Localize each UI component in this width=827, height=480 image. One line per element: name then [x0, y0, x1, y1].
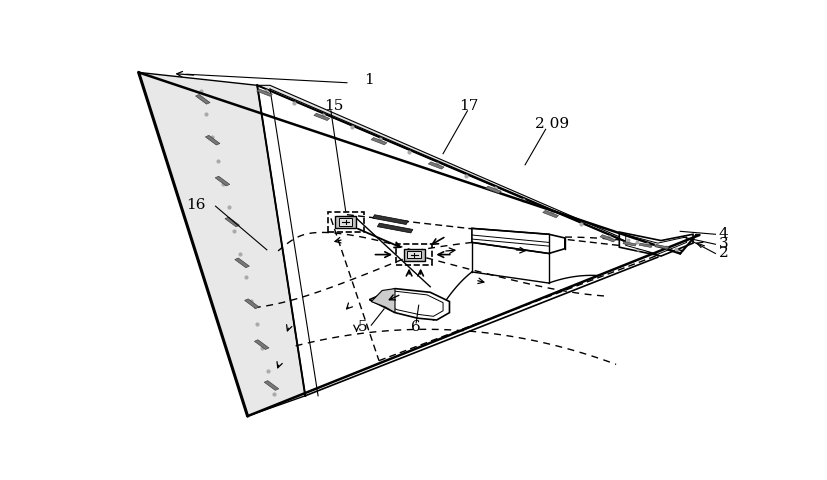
Polygon shape	[139, 72, 305, 416]
Polygon shape	[195, 95, 210, 104]
Polygon shape	[371, 288, 395, 312]
Polygon shape	[543, 210, 558, 218]
Polygon shape	[623, 241, 636, 246]
Polygon shape	[205, 135, 220, 145]
Polygon shape	[255, 340, 269, 349]
Polygon shape	[619, 232, 693, 256]
Polygon shape	[373, 215, 408, 225]
Text: 2: 2	[719, 247, 729, 261]
Polygon shape	[377, 223, 413, 233]
Polygon shape	[235, 258, 250, 268]
Polygon shape	[215, 176, 230, 186]
Polygon shape	[225, 217, 240, 227]
Text: 1: 1	[365, 73, 375, 87]
Polygon shape	[264, 381, 279, 390]
Polygon shape	[639, 243, 653, 248]
Text: 15: 15	[324, 99, 344, 113]
Polygon shape	[626, 235, 686, 254]
Polygon shape	[335, 216, 356, 228]
Polygon shape	[339, 218, 352, 226]
Polygon shape	[370, 288, 450, 320]
Polygon shape	[655, 245, 668, 249]
Text: 4: 4	[719, 227, 729, 240]
Polygon shape	[256, 89, 272, 96]
Text: 16: 16	[187, 198, 206, 213]
Text: 5: 5	[358, 321, 368, 335]
Polygon shape	[245, 299, 259, 309]
Polygon shape	[428, 162, 444, 169]
Polygon shape	[375, 291, 443, 316]
Polygon shape	[485, 186, 501, 193]
Polygon shape	[314, 113, 330, 120]
Text: 3: 3	[719, 237, 729, 251]
Text: 17: 17	[459, 99, 478, 113]
Polygon shape	[408, 251, 421, 259]
Polygon shape	[404, 249, 424, 261]
Polygon shape	[257, 85, 657, 255]
Polygon shape	[371, 138, 387, 145]
Text: 6: 6	[411, 320, 421, 334]
Polygon shape	[600, 235, 616, 242]
Text: 2 09: 2 09	[535, 117, 569, 131]
Polygon shape	[472, 228, 565, 253]
